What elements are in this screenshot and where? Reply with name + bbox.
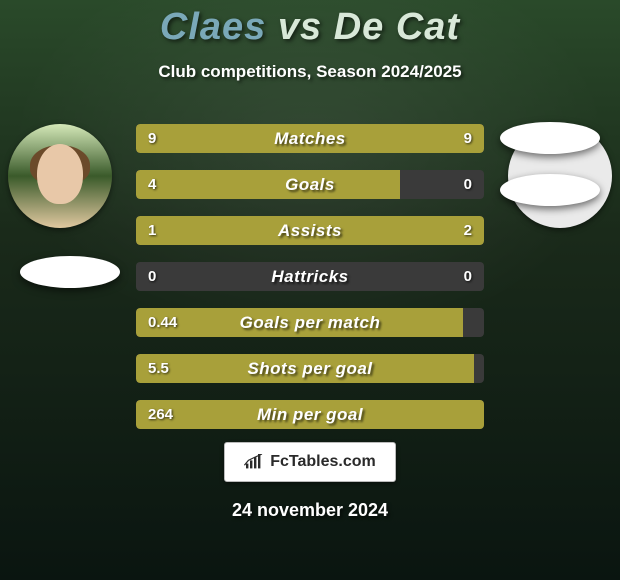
stat-label: Min per goal — [136, 400, 484, 429]
title-left: Claes — [160, 6, 266, 48]
stat-row-min-per-goal: 264Min per goal — [136, 400, 484, 429]
chart-icon — [244, 454, 264, 470]
country-ellipse-left — [20, 256, 120, 288]
stat-row-matches: 99Matches — [136, 124, 484, 153]
stat-row-goals: 40Goals — [136, 170, 484, 199]
player-left-avatar — [8, 124, 112, 228]
stat-row-assists: 12Assists — [136, 216, 484, 245]
stat-bars: 99Matches 40Goals 12Assists 00Hattricks 0.44… — [136, 124, 484, 446]
main-title: Claes vs De Cat — [0, 6, 620, 49]
country-ellipse-right-2 — [500, 174, 600, 206]
title-vs: vs — [278, 6, 322, 48]
stat-label: Assists — [136, 216, 484, 245]
logo-text: FcTables.com — [270, 453, 376, 471]
stat-row-hattricks: 00Hattricks — [136, 262, 484, 291]
fctables-logo: FcTables.com — [224, 442, 396, 482]
avatar-face — [37, 144, 83, 204]
subtitle: Club competitions, Season 2024/2025 — [0, 62, 620, 82]
stat-row-shots-per-goal: 5.5Shots per goal — [136, 354, 484, 383]
stat-row-goals-per-match: 0.44Goals per match — [136, 308, 484, 337]
stat-label: Matches — [136, 124, 484, 153]
stat-label: Goals per match — [136, 308, 484, 337]
stat-label: Hattricks — [136, 262, 484, 291]
stat-label: Shots per goal — [136, 354, 484, 383]
date-label: 24 november 2024 — [0, 500, 620, 521]
comparison-infographic: Claes vs De Cat Club competitions, Seaso… — [0, 0, 620, 580]
title-right: De Cat — [334, 6, 460, 48]
country-ellipse-right-1 — [500, 122, 600, 154]
stat-label: Goals — [136, 170, 484, 199]
